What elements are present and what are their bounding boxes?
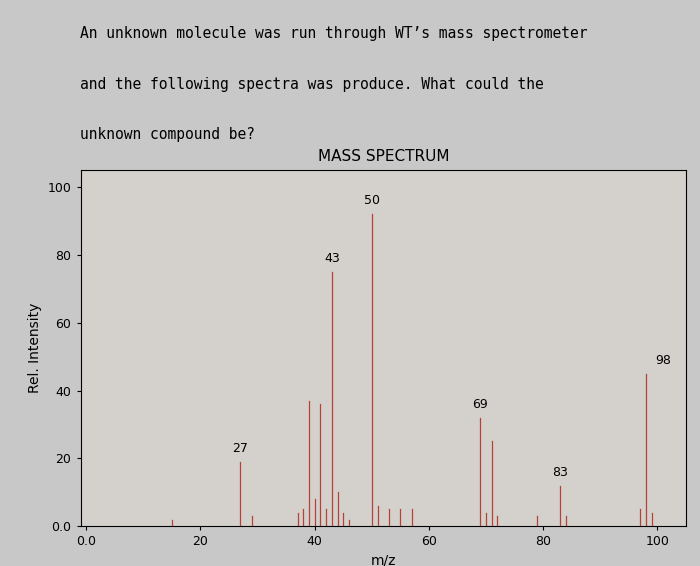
Text: 83: 83 (552, 466, 568, 479)
Text: unknown compound be?: unknown compound be? (80, 127, 256, 142)
X-axis label: m/z: m/z (370, 554, 396, 566)
Text: 69: 69 (473, 398, 488, 411)
Text: and the following spectra was produce. What could the: and the following spectra was produce. W… (80, 76, 545, 92)
Text: 43: 43 (324, 252, 340, 265)
Text: 27: 27 (232, 442, 248, 455)
Text: 50: 50 (364, 194, 380, 207)
Text: 98: 98 (655, 354, 671, 367)
Title: MASS SPECTRUM: MASS SPECTRUM (318, 149, 449, 165)
Text: An unknown molecule was run through WT’s mass spectrometer: An unknown molecule was run through WT’s… (80, 26, 588, 41)
Y-axis label: Rel. Intensity: Rel. Intensity (28, 303, 42, 393)
